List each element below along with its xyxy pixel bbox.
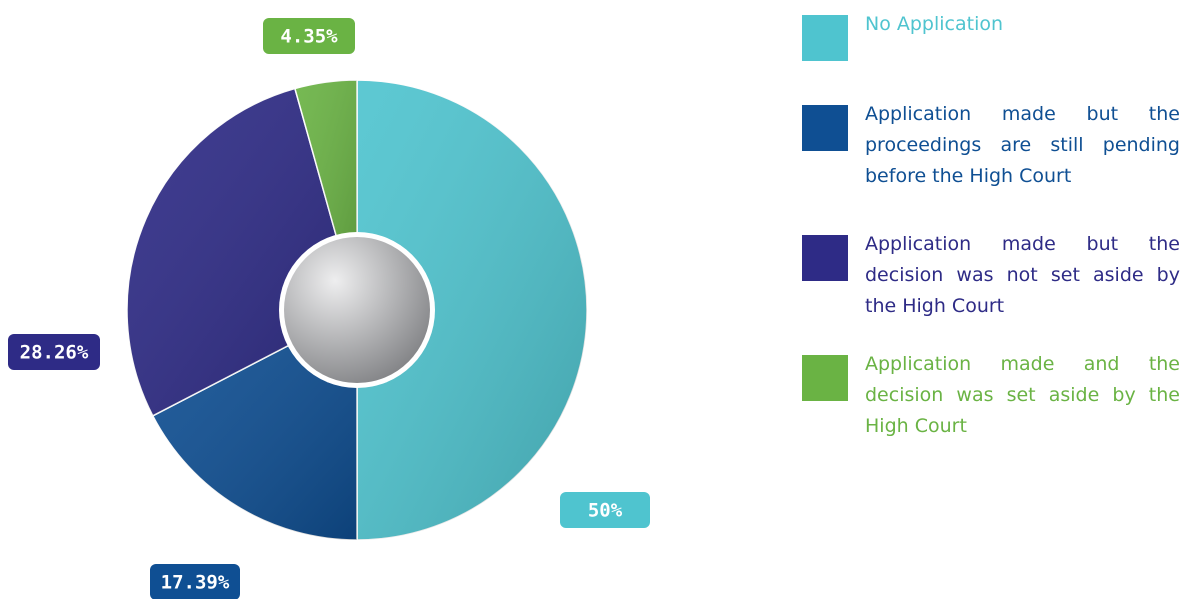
value-label: 50% xyxy=(588,500,623,522)
value-label: 4.35% xyxy=(280,26,338,48)
hole xyxy=(284,237,430,383)
legend-swatch xyxy=(802,355,848,401)
legend-item: Application made but the proceedings are… xyxy=(802,103,1180,192)
label-box xyxy=(263,18,355,54)
legend-item: No Application xyxy=(802,13,1180,61)
legend-swatch xyxy=(802,235,848,281)
legend-swatch xyxy=(802,105,848,151)
chart: 50% 17.39% 28.26% 4.35% xyxy=(8,18,650,599)
slice-shade xyxy=(357,80,587,540)
legend-item: Application made but the decision was no… xyxy=(802,233,1180,322)
legend-swatch xyxy=(802,15,848,61)
legend-label: Application made and the decision was se… xyxy=(865,353,1180,437)
legend-item: Application made and the decision was se… xyxy=(802,353,1180,442)
label-box xyxy=(560,492,650,528)
label-box xyxy=(8,334,100,370)
value-label: 17.39% xyxy=(161,572,230,594)
legend-label: Application made but the decision was no… xyxy=(865,233,1180,317)
legend-label: No Application xyxy=(865,13,1004,35)
legend-label: Application made but the proceedings are… xyxy=(865,103,1180,187)
value-label: 28.26% xyxy=(20,342,89,364)
label-box xyxy=(150,564,240,599)
